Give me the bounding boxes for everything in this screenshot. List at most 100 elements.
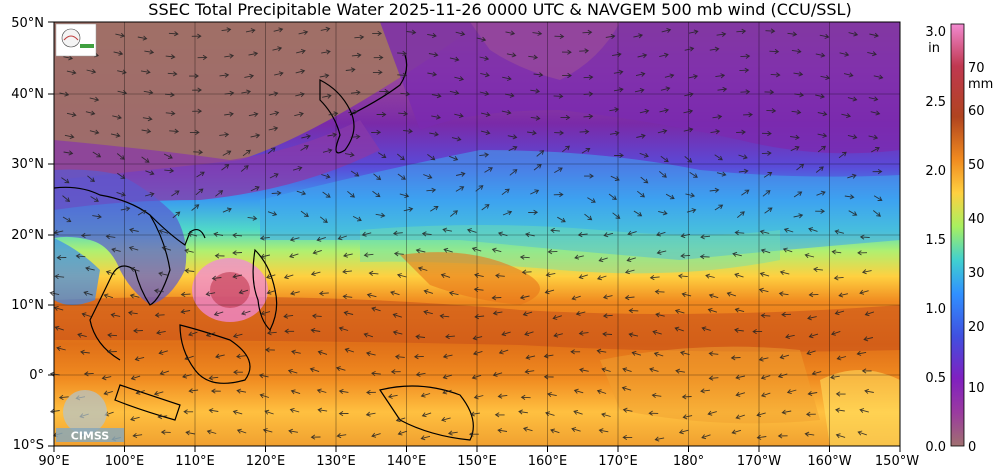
wind-arrow — [758, 356, 769, 362]
wind-arrow — [497, 428, 508, 434]
wind-arrow — [677, 273, 688, 279]
wind-arrow — [366, 389, 376, 395]
wind-arrow — [817, 145, 826, 153]
wind-arrow — [622, 407, 633, 413]
wind-arrow — [64, 133, 75, 140]
wind-arrow — [451, 136, 462, 142]
wind-arrow — [130, 416, 140, 422]
wind-arrow — [268, 91, 279, 97]
wind-arrow — [397, 72, 408, 78]
wind-arrow — [85, 110, 96, 116]
wind-arrow — [736, 28, 747, 34]
wind-arrow — [688, 74, 699, 80]
lon-label: 100°E — [105, 454, 145, 469]
wind-arrow — [265, 347, 275, 353]
wind-arrow — [92, 151, 102, 158]
wind-arrow — [761, 130, 772, 137]
wind-arrow — [665, 193, 675, 200]
wind-arrow — [449, 90, 460, 96]
wind-arrow — [322, 148, 333, 154]
wind-arrow — [130, 375, 141, 381]
wind-arrow — [872, 169, 883, 175]
wind-arrow — [160, 429, 171, 435]
wind-arrow — [292, 166, 303, 171]
wind-arrow — [172, 211, 181, 219]
wind-arrow — [449, 155, 459, 161]
wind-arrow — [649, 367, 659, 373]
wind-arrow — [430, 205, 439, 212]
wind-arrow — [820, 74, 831, 81]
wind-arrow — [319, 216, 328, 224]
wind-arrow — [296, 190, 307, 196]
wind-arrow — [543, 353, 554, 359]
colorbar-gradient — [950, 23, 965, 447]
wind-arrow — [85, 266, 95, 272]
wind-arrow — [142, 116, 153, 122]
wind-arrow — [328, 111, 339, 117]
wind-arrow — [289, 253, 299, 259]
wind-arrow — [180, 291, 191, 297]
wind-arrow — [83, 290, 93, 296]
wind-arrow — [545, 272, 556, 278]
wind-arrow — [157, 413, 168, 420]
wind-arrow — [413, 354, 424, 360]
wind-arrow — [92, 213, 102, 220]
wind-arrow — [708, 351, 719, 357]
wind-arrow — [857, 250, 868, 256]
wind-arrow — [208, 375, 219, 381]
wind-arrow — [678, 429, 689, 435]
wind-arrow — [311, 313, 322, 319]
wind-arrow — [165, 110, 176, 116]
colorbar-in-tick: 3.0 — [925, 25, 946, 40]
wind-arrow — [221, 27, 232, 33]
wind-arrow — [135, 389, 145, 395]
wind-arrow — [657, 128, 668, 134]
wind-arrow — [781, 409, 792, 415]
wind-arrow — [420, 392, 431, 398]
wind-arrow — [403, 128, 413, 134]
wind-arrow — [66, 112, 77, 118]
wind-arrow — [247, 215, 258, 221]
wind-arrow — [504, 92, 515, 98]
wind-arrow — [686, 208, 697, 214]
wind-arrow — [242, 149, 251, 157]
wind-arrow — [578, 330, 589, 336]
wind-arrow — [363, 252, 374, 258]
wind-arrow — [164, 92, 175, 98]
wind-arrow — [117, 89, 128, 96]
wind-arrow — [309, 367, 320, 373]
wind-arrow — [679, 350, 690, 356]
wind-arrow — [701, 326, 711, 332]
wind-arrow — [547, 391, 557, 398]
wind-arrow — [472, 335, 483, 341]
wind-arrow — [685, 192, 696, 198]
wind-arrow — [188, 388, 199, 394]
wind-arrow — [232, 409, 243, 415]
lon-label: 150°E — [457, 454, 497, 469]
wind-arrow — [779, 270, 790, 276]
wind-arrow — [327, 132, 338, 138]
wind-arrow — [259, 235, 270, 241]
wind-arrow — [761, 150, 772, 156]
wind-arrow — [310, 271, 321, 277]
lat-label: 10°S — [13, 438, 44, 453]
wind-arrow — [442, 227, 452, 233]
wind-arrow — [870, 146, 880, 153]
wind-arrow — [674, 308, 685, 314]
wind-arrow — [344, 152, 355, 158]
wind-arrow — [191, 33, 202, 39]
wind-arrow — [553, 192, 564, 198]
lon-label: 170°E — [598, 454, 638, 469]
wind-arrow — [708, 375, 719, 381]
wind-arrow — [674, 326, 684, 332]
wind-arrow — [429, 131, 439, 137]
wind-arrow — [167, 71, 178, 77]
wind-arrow — [165, 54, 176, 60]
colorbar-in-tick: 2.0 — [925, 164, 946, 179]
wind-arrow — [113, 50, 124, 56]
wind-arrow — [295, 92, 305, 98]
wind-arrow — [442, 389, 452, 395]
wind-arrow — [684, 92, 694, 98]
wind-arrow — [633, 33, 644, 39]
wind-arrow — [394, 354, 405, 360]
